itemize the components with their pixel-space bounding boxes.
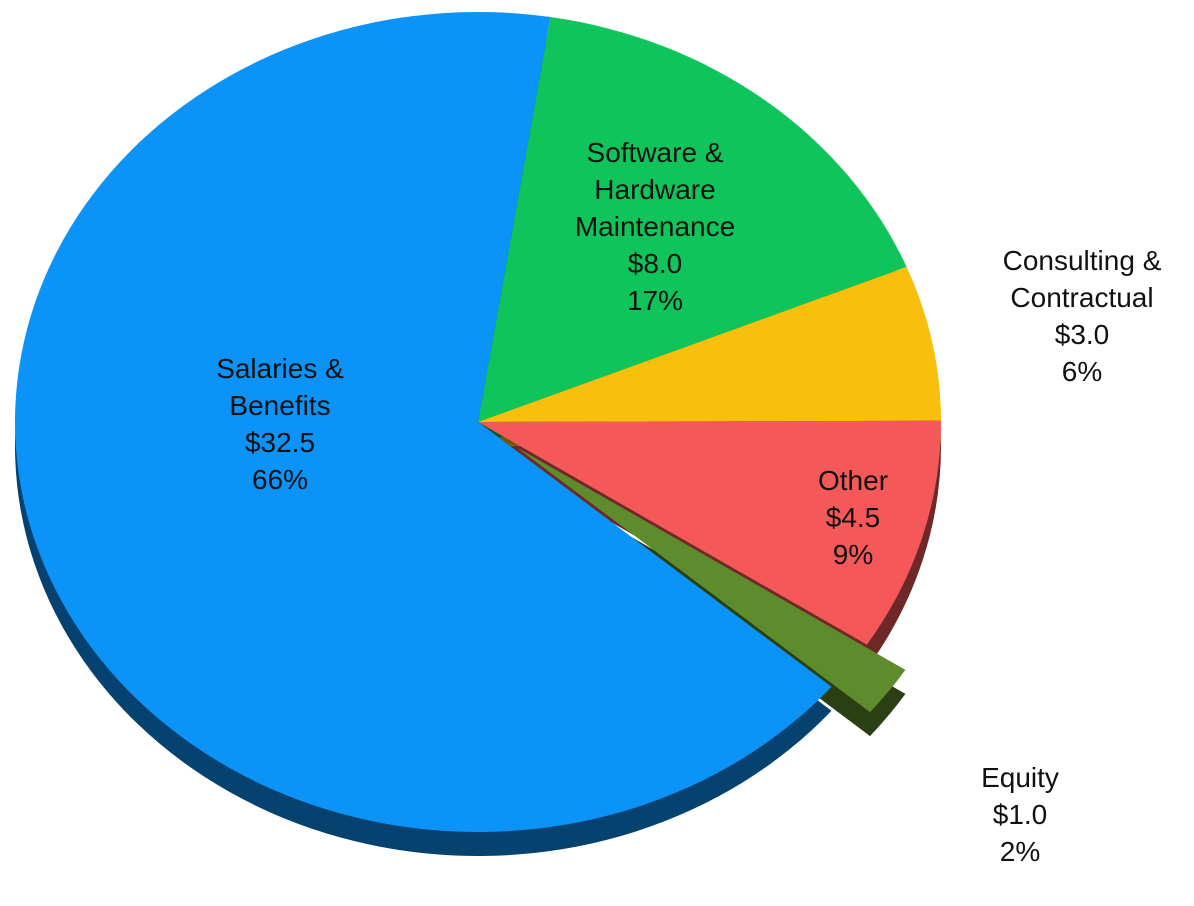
slice-value: $3.0 (1055, 319, 1110, 350)
slice-value: $32.5 (245, 427, 315, 458)
slice-name: Other (818, 465, 888, 496)
slice (14, 11, 832, 832)
slice-percent: 9% (833, 539, 873, 570)
slice (478, 266, 941, 422)
slice-value: $1.0 (993, 799, 1048, 830)
slice-name: Salaries & Benefits (216, 353, 344, 421)
slice-percent: 17% (627, 285, 683, 316)
slice (478, 17, 907, 422)
slice-percent: 2% (1000, 836, 1040, 867)
slice-name: Equity (981, 762, 1059, 793)
slice-name: Software & Hardware Maintenance (575, 137, 735, 242)
slice-value: $8.0 (628, 248, 683, 279)
pie-top (14, 11, 941, 832)
slice-percent: 6% (1062, 356, 1102, 387)
slice-name: Consulting & Contractual (1003, 245, 1162, 313)
slice-value: $4.5 (826, 502, 881, 533)
slice (516, 447, 906, 713)
slice-percent: 66% (252, 464, 308, 495)
slice (478, 420, 941, 645)
